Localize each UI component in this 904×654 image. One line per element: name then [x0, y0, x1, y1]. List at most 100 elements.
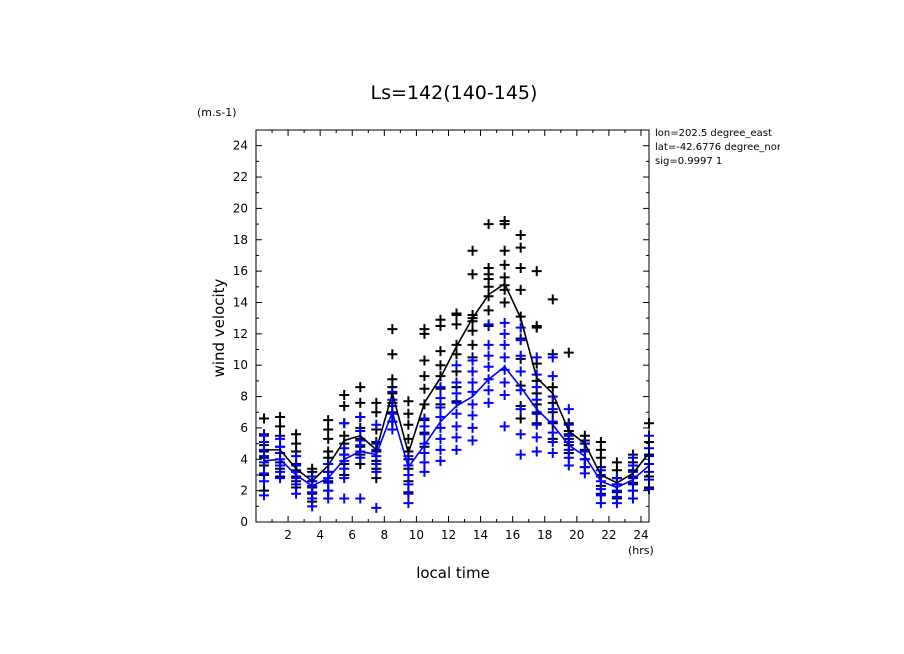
y-tick-label: 0 [240, 515, 248, 529]
scatter-point-blue [451, 388, 462, 399]
x-tick-label: 8 [381, 528, 389, 542]
scatter-point-black [467, 339, 478, 350]
scatter-point-blue [467, 435, 478, 446]
x-tick-label: 20 [569, 528, 584, 542]
y-tick-label: 18 [233, 233, 248, 247]
scatter-point-blue [547, 427, 558, 438]
scatter-point-blue [355, 426, 366, 437]
scatter-point-blue [419, 457, 430, 468]
scatter-point-blue [259, 490, 270, 501]
scatter-point-blue [515, 449, 526, 460]
x-tick-label: 14 [473, 528, 488, 542]
scatter-point-blue [451, 432, 462, 443]
plot-frame [255, 129, 650, 523]
y-tick-label: 16 [233, 264, 248, 278]
scatter-point-blue [403, 469, 414, 480]
scatter-point-black [323, 424, 334, 435]
scatter-point-black [451, 308, 462, 319]
y-tick-label: 14 [233, 295, 248, 309]
scatter-point-black [499, 215, 510, 226]
scatter-point-black [467, 325, 478, 336]
scatter-point-black [323, 415, 334, 426]
scatter-point-black [531, 266, 542, 277]
scatter-point-blue [483, 319, 494, 330]
scatter-point-black [371, 407, 382, 418]
scatter-point-blue [435, 433, 446, 444]
scatter-point-blue [483, 361, 494, 372]
scatter-point-black [323, 433, 334, 444]
scatter-point-blue [403, 479, 414, 490]
scatter-point-black [467, 269, 478, 280]
scatter-point-blue [531, 394, 542, 405]
scatter-point-black [563, 347, 574, 358]
scatter-point-black [323, 446, 334, 457]
scatter-point-blue [499, 339, 510, 350]
scatter-point-blue [483, 350, 494, 361]
scatter-point-blue [547, 404, 558, 415]
x-tick-label: 12 [441, 528, 456, 542]
scatter-point-blue [547, 448, 558, 459]
scatter-point-black [339, 400, 350, 411]
scatter-point-blue [531, 352, 542, 363]
scatter-point-black [355, 382, 366, 393]
scatter-point-black [547, 294, 558, 305]
scatter-point-black [499, 259, 510, 270]
scatter-point-black [515, 284, 526, 295]
x-unit-label: (hrs) [628, 544, 654, 557]
scatter-point-black [515, 262, 526, 273]
scatter-point-blue [403, 498, 414, 509]
y-tick-label: 4 [240, 452, 248, 466]
scatter-point-blue [499, 317, 510, 328]
x-tick-label: 4 [316, 528, 324, 542]
scatter-point-blue [515, 366, 526, 377]
y-tick-label: 6 [240, 421, 248, 435]
scatter-point-blue [515, 404, 526, 415]
info-sig: sig=0.9997 1 [655, 156, 722, 167]
scatter-point-blue [515, 335, 526, 346]
scatter-point-black [435, 346, 446, 357]
scatter-point-blue [499, 328, 510, 339]
scatter-point-blue [307, 471, 318, 482]
scatter-point-blue [499, 421, 510, 432]
x-tick-label: 22 [601, 528, 616, 542]
info-box: lon=202.5 degree_east lat=-42.6776 degre… [655, 128, 780, 167]
scatter-point-blue [435, 444, 446, 455]
y-tick-label: 24 [233, 139, 248, 153]
scatter-point-blue [291, 451, 302, 462]
scatter-point-blue [291, 488, 302, 499]
scatter-point-blue [435, 393, 446, 404]
scatter-point-blue [339, 493, 350, 504]
scatter-point-blue [435, 382, 446, 393]
scatter-point-black [371, 397, 382, 408]
scatter-point-black [291, 429, 302, 440]
y-tick-label: 12 [233, 327, 248, 341]
scatter-point-blue [435, 411, 446, 422]
scatter-point-blue [339, 418, 350, 429]
scatter-point-black [531, 321, 542, 331]
scatter-point-blue [499, 352, 510, 363]
scatter-point-black [515, 230, 526, 241]
scatter-point-blue [435, 455, 446, 466]
y-tick-label: 10 [233, 358, 248, 372]
scatter-point-black [419, 355, 430, 366]
scatter-point-black [611, 457, 622, 468]
x-axis-label: local time [416, 564, 490, 582]
scatter-point-black [483, 219, 494, 230]
scatter-point-blue [355, 411, 366, 422]
scatter-point-blue [627, 452, 638, 463]
scatter-point-blue [323, 458, 334, 469]
scatter-point-black [387, 349, 398, 360]
scatter-point-black [595, 437, 606, 448]
scatter-point-black [275, 421, 286, 432]
scatter-point-blue [531, 432, 542, 443]
y-tick-label: 2 [240, 484, 248, 498]
scatter-point-blue [515, 350, 526, 361]
scatter-point-blue [451, 360, 462, 371]
scatter-point-blue [451, 444, 462, 455]
scatter-point-black [483, 262, 494, 273]
scatter-point-black [339, 430, 350, 441]
scatter-point-blue [419, 466, 430, 477]
scatter-point-blue [371, 419, 382, 430]
scatter-point-black [547, 382, 558, 393]
